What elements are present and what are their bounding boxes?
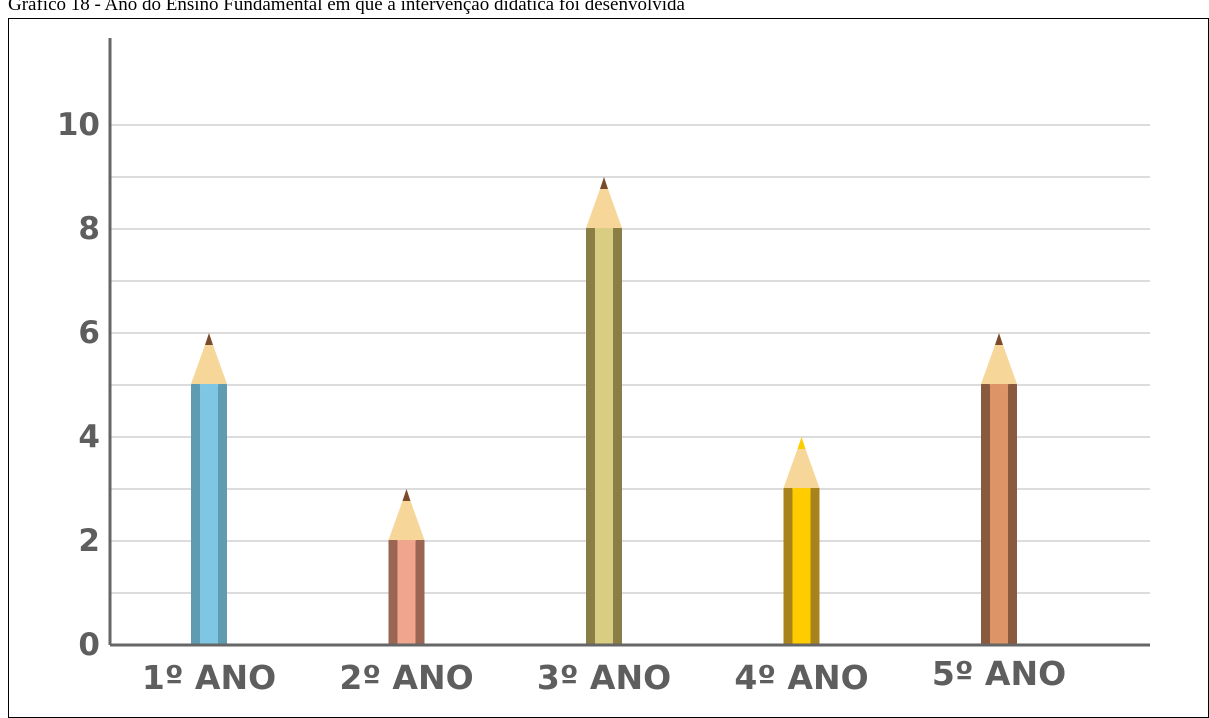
gridlines	[110, 124, 1150, 594]
y-tick-label: 4	[78, 419, 100, 455]
bar	[783, 437, 820, 645]
x-tick-labels: 1º ANO 2º ANO 3º ANO 4º ANO 5º ANO	[142, 654, 1066, 697]
bar	[191, 333, 227, 645]
bars	[191, 177, 1017, 645]
x-tick-label: 4º ANO	[734, 658, 868, 697]
y-tick-label: 6	[78, 315, 100, 351]
figure-caption: Gráfico 18 - Ano do Ensino Fundamental e…	[8, 0, 685, 15]
bar	[981, 333, 1017, 645]
bar	[586, 177, 622, 645]
x-tick-label: 5º ANO	[932, 654, 1066, 693]
y-tick-label: 2	[78, 523, 100, 559]
y-tick-label: 8	[78, 211, 100, 247]
bar	[388, 489, 425, 645]
y-tick-label: 0	[78, 627, 100, 663]
x-tick-label: 1º ANO	[142, 658, 276, 697]
axes	[108, 38, 1150, 647]
x-tick-label: 2º ANO	[339, 658, 473, 697]
x-tick-label: 3º ANO	[537, 658, 671, 697]
y-tick-labels: 0 2 4 6 8 10	[57, 107, 100, 663]
y-tick-label: 10	[57, 107, 100, 143]
